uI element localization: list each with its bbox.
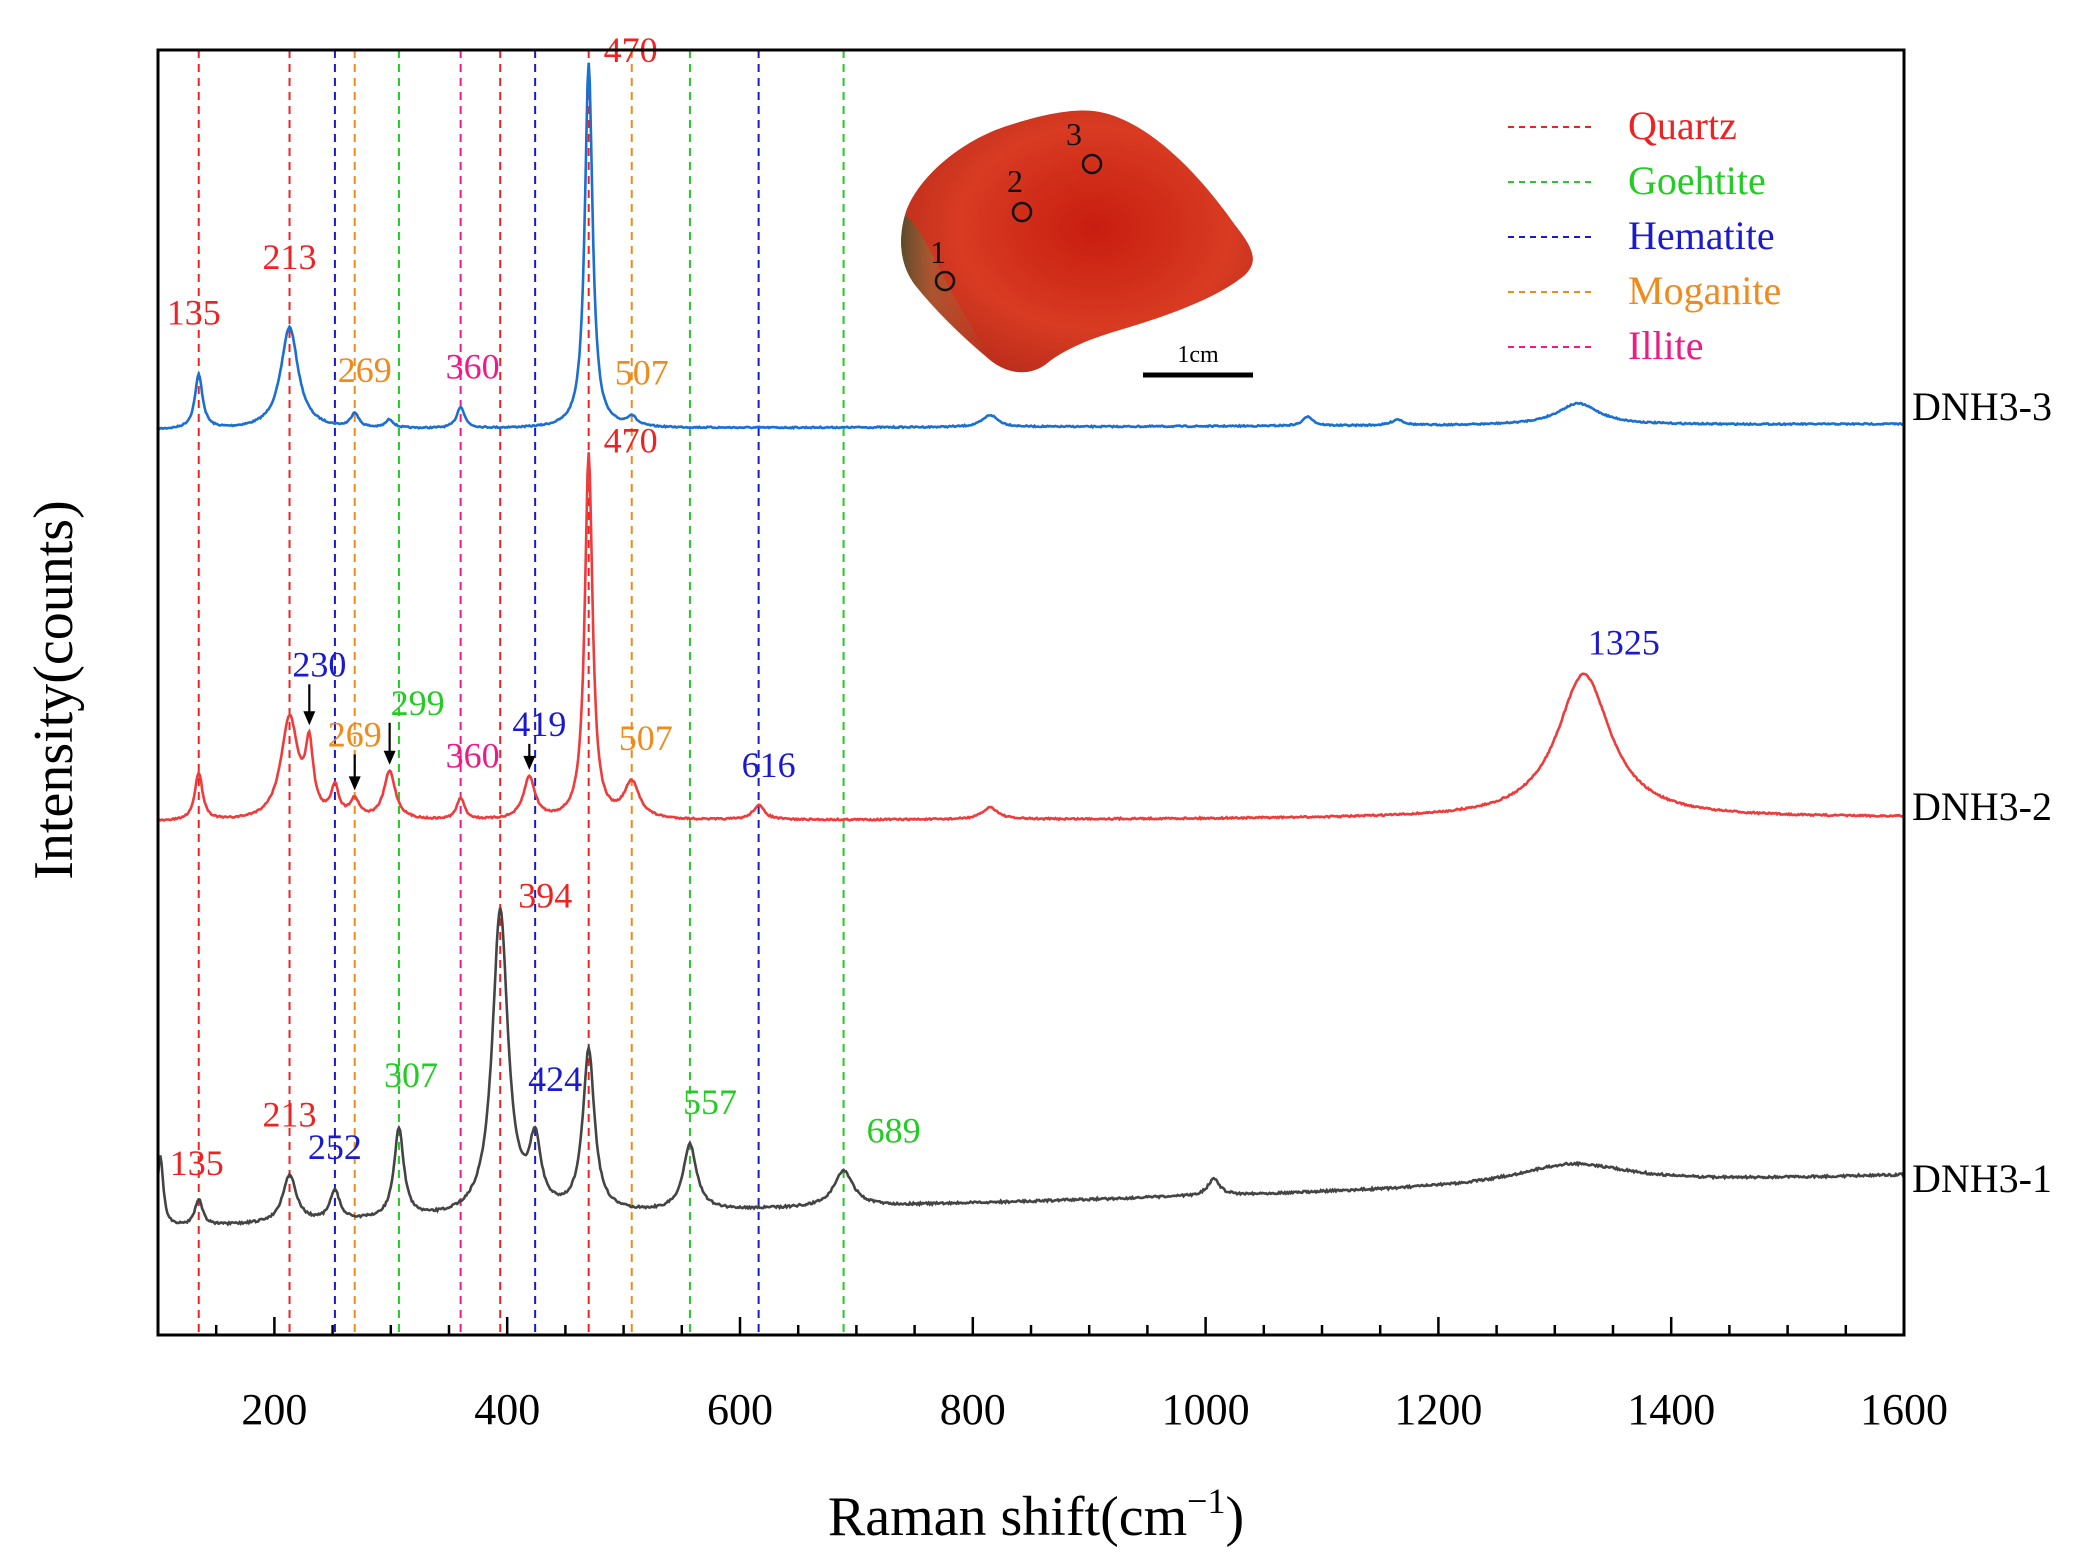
x-tick-label-800: 800 xyxy=(940,1385,1006,1434)
series-dnh3-2-line xyxy=(157,452,1905,822)
reference-lines xyxy=(197,50,845,1335)
peak-label-dnh3-2-419: 419 xyxy=(512,704,566,744)
series-name-dnh3-3: DNH3-3 xyxy=(1912,384,2052,429)
spot-1-label: 1 xyxy=(930,234,946,270)
series-name-dnh3-2: DNH3-2 xyxy=(1912,784,2052,829)
peak-label-dnh3-2-299: 299 xyxy=(391,683,445,723)
x-tick-label-1000: 1000 xyxy=(1162,1385,1250,1434)
x-axis-ticks: 200 400 600 800 1000 1200 1400 1600 xyxy=(156,1317,1948,1434)
series-dnh3-3-line xyxy=(157,62,1905,431)
peak-label-dnh3-1-689: 689 xyxy=(867,1111,921,1151)
x-tick-label-1600: 1600 xyxy=(1860,1385,1948,1434)
peak-label-dnh3-3-135: 135 xyxy=(167,292,221,332)
legend: Quartz Goehtite Hematite Moganite Illite xyxy=(1508,103,1781,368)
series-names: DNH3-3 DNH3-2 DNH3-1 xyxy=(1912,384,2052,1201)
sample-photo: 1 2 3 1cm xyxy=(901,110,1253,378)
legend-label-goehtite: Goehtite xyxy=(1628,158,1766,203)
series-name-dnh3-1: DNH3-1 xyxy=(1912,1156,2052,1201)
sample-stone xyxy=(901,110,1253,373)
x-tick-label-200: 200 xyxy=(241,1385,307,1434)
peak-label-dnh3-2-230: 230 xyxy=(292,644,346,684)
peak-label-dnh3-1-307: 307 xyxy=(384,1055,438,1095)
spot-2-label: 2 xyxy=(1007,163,1023,199)
peak-label-dnh3-3-360: 360 xyxy=(446,346,500,386)
peak-label-dnh3-3-507: 507 xyxy=(615,352,669,392)
peak-label-dnh3-2-616: 616 xyxy=(742,745,796,785)
peak-label-dnh3-1-252: 252 xyxy=(308,1127,362,1167)
peak-label-dnh3-2-1325: 1325 xyxy=(1588,622,1660,662)
peak-label-dnh3-3-213: 213 xyxy=(263,237,317,277)
spot-2-circle xyxy=(1011,201,1033,223)
peak-arrowhead-dnh3-2-230 xyxy=(303,711,316,726)
peak-arrowhead-dnh3-2-419 xyxy=(523,755,536,770)
peak-arrows xyxy=(303,684,536,791)
peak-label-dnh3-1-135: 135 xyxy=(170,1143,224,1183)
peak-arrowhead-dnh3-2-299 xyxy=(383,750,396,765)
x-axis-label: Raman shift(cm−1) xyxy=(828,1481,1244,1548)
series-dnh3-1-line xyxy=(156,907,1905,1227)
peak-arrowhead-dnh3-2-269 xyxy=(348,776,361,791)
x-axis-label-close: ) xyxy=(1225,1486,1244,1548)
peak-label-dnh3-2-507: 507 xyxy=(619,718,673,758)
x-tick-label-400: 400 xyxy=(474,1385,540,1434)
spectra xyxy=(156,62,1905,1227)
legend-label-moganite: Moganite xyxy=(1628,268,1781,313)
spot-3-label: 3 xyxy=(1066,116,1082,152)
spot-3-circle xyxy=(1081,153,1103,175)
x-tick-label-600: 600 xyxy=(707,1385,773,1434)
peak-label-dnh3-2-269: 269 xyxy=(328,714,382,754)
peak-label-dnh3-2-470: 470 xyxy=(604,420,658,460)
legend-label-hematite: Hematite xyxy=(1628,213,1775,258)
x-tick-label-1200: 1200 xyxy=(1394,1385,1482,1434)
peak-label-dnh3-1-557: 557 xyxy=(683,1082,737,1122)
y-axis-label: Intensity(counts) xyxy=(23,500,85,879)
spot-1-circle xyxy=(934,270,956,292)
peak-label-dnh3-1-213: 213 xyxy=(263,1094,317,1134)
legend-label-illite: Illite xyxy=(1628,323,1704,368)
peak-label-dnh3-1-424: 424 xyxy=(528,1059,582,1099)
x-axis-label-sup: −1 xyxy=(1187,1481,1225,1521)
x-axis-label-main: Raman shift(cm xyxy=(828,1486,1187,1548)
sample-rind xyxy=(901,215,990,360)
peak-label-dnh3-1-394: 394 xyxy=(518,875,572,915)
legend-label-quartz: Quartz xyxy=(1628,103,1737,148)
peak-label-dnh3-3-269: 269 xyxy=(338,350,392,390)
scale-label: 1cm xyxy=(1177,342,1219,368)
x-tick-label-1400: 1400 xyxy=(1627,1385,1715,1434)
peak-label-dnh3-2-360: 360 xyxy=(446,735,500,775)
